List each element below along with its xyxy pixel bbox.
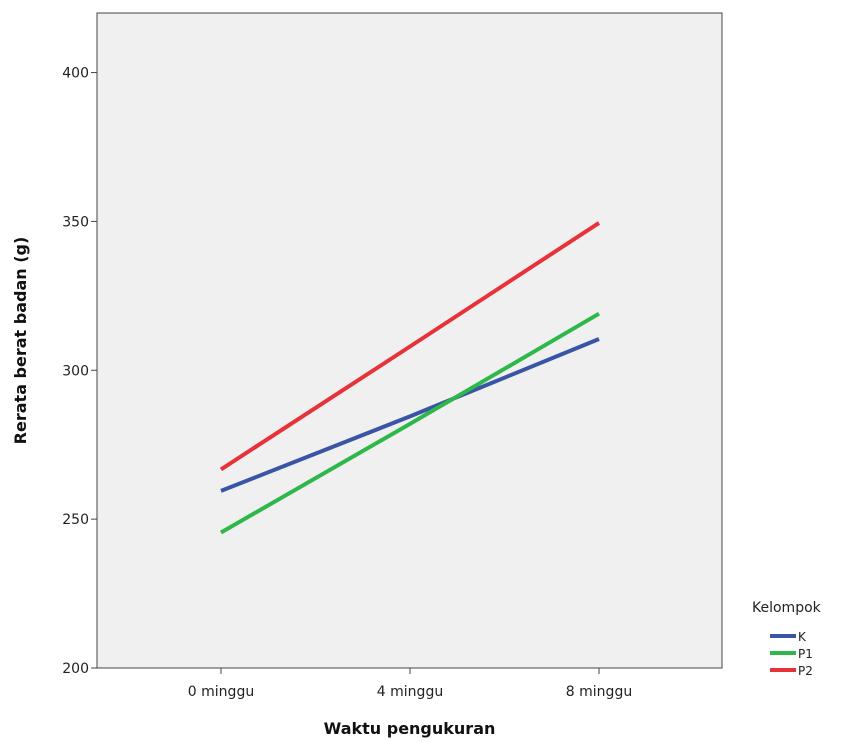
y-tick-label: 350 bbox=[62, 214, 89, 230]
y-tick-label: 400 bbox=[62, 66, 89, 82]
y-tick-label: 250 bbox=[62, 512, 89, 528]
y-tick-label: 200 bbox=[62, 661, 89, 677]
legend-label-p1: P1 bbox=[798, 647, 813, 661]
legend-label-k: K bbox=[798, 630, 807, 644]
y-axis-ticks: 200 250 300 350 400 bbox=[62, 66, 97, 677]
series-line-k bbox=[220, 337, 600, 493]
x-axis-title: Waktu pengukuran bbox=[324, 719, 496, 738]
y-tick-label: 300 bbox=[62, 363, 89, 379]
series-lines bbox=[219, 221, 601, 535]
series-line-p1 bbox=[220, 311, 601, 535]
x-tick-label: 8 minggu bbox=[566, 684, 632, 700]
series-line-p2 bbox=[219, 221, 601, 472]
legend-title: Kelompok bbox=[752, 600, 822, 616]
legend: Kelompok K P1 P2 bbox=[752, 600, 822, 678]
legend-label-p2: P2 bbox=[798, 664, 813, 678]
x-tick-label: 4 minggu bbox=[377, 684, 443, 700]
x-tick-label: 0 minggu bbox=[188, 684, 254, 700]
plot-area bbox=[96, 12, 723, 669]
x-axis-ticks: 0 minggu 4 minggu 8 minggu bbox=[188, 668, 632, 700]
y-axis-title: Rerata berat badan (g) bbox=[11, 237, 30, 445]
